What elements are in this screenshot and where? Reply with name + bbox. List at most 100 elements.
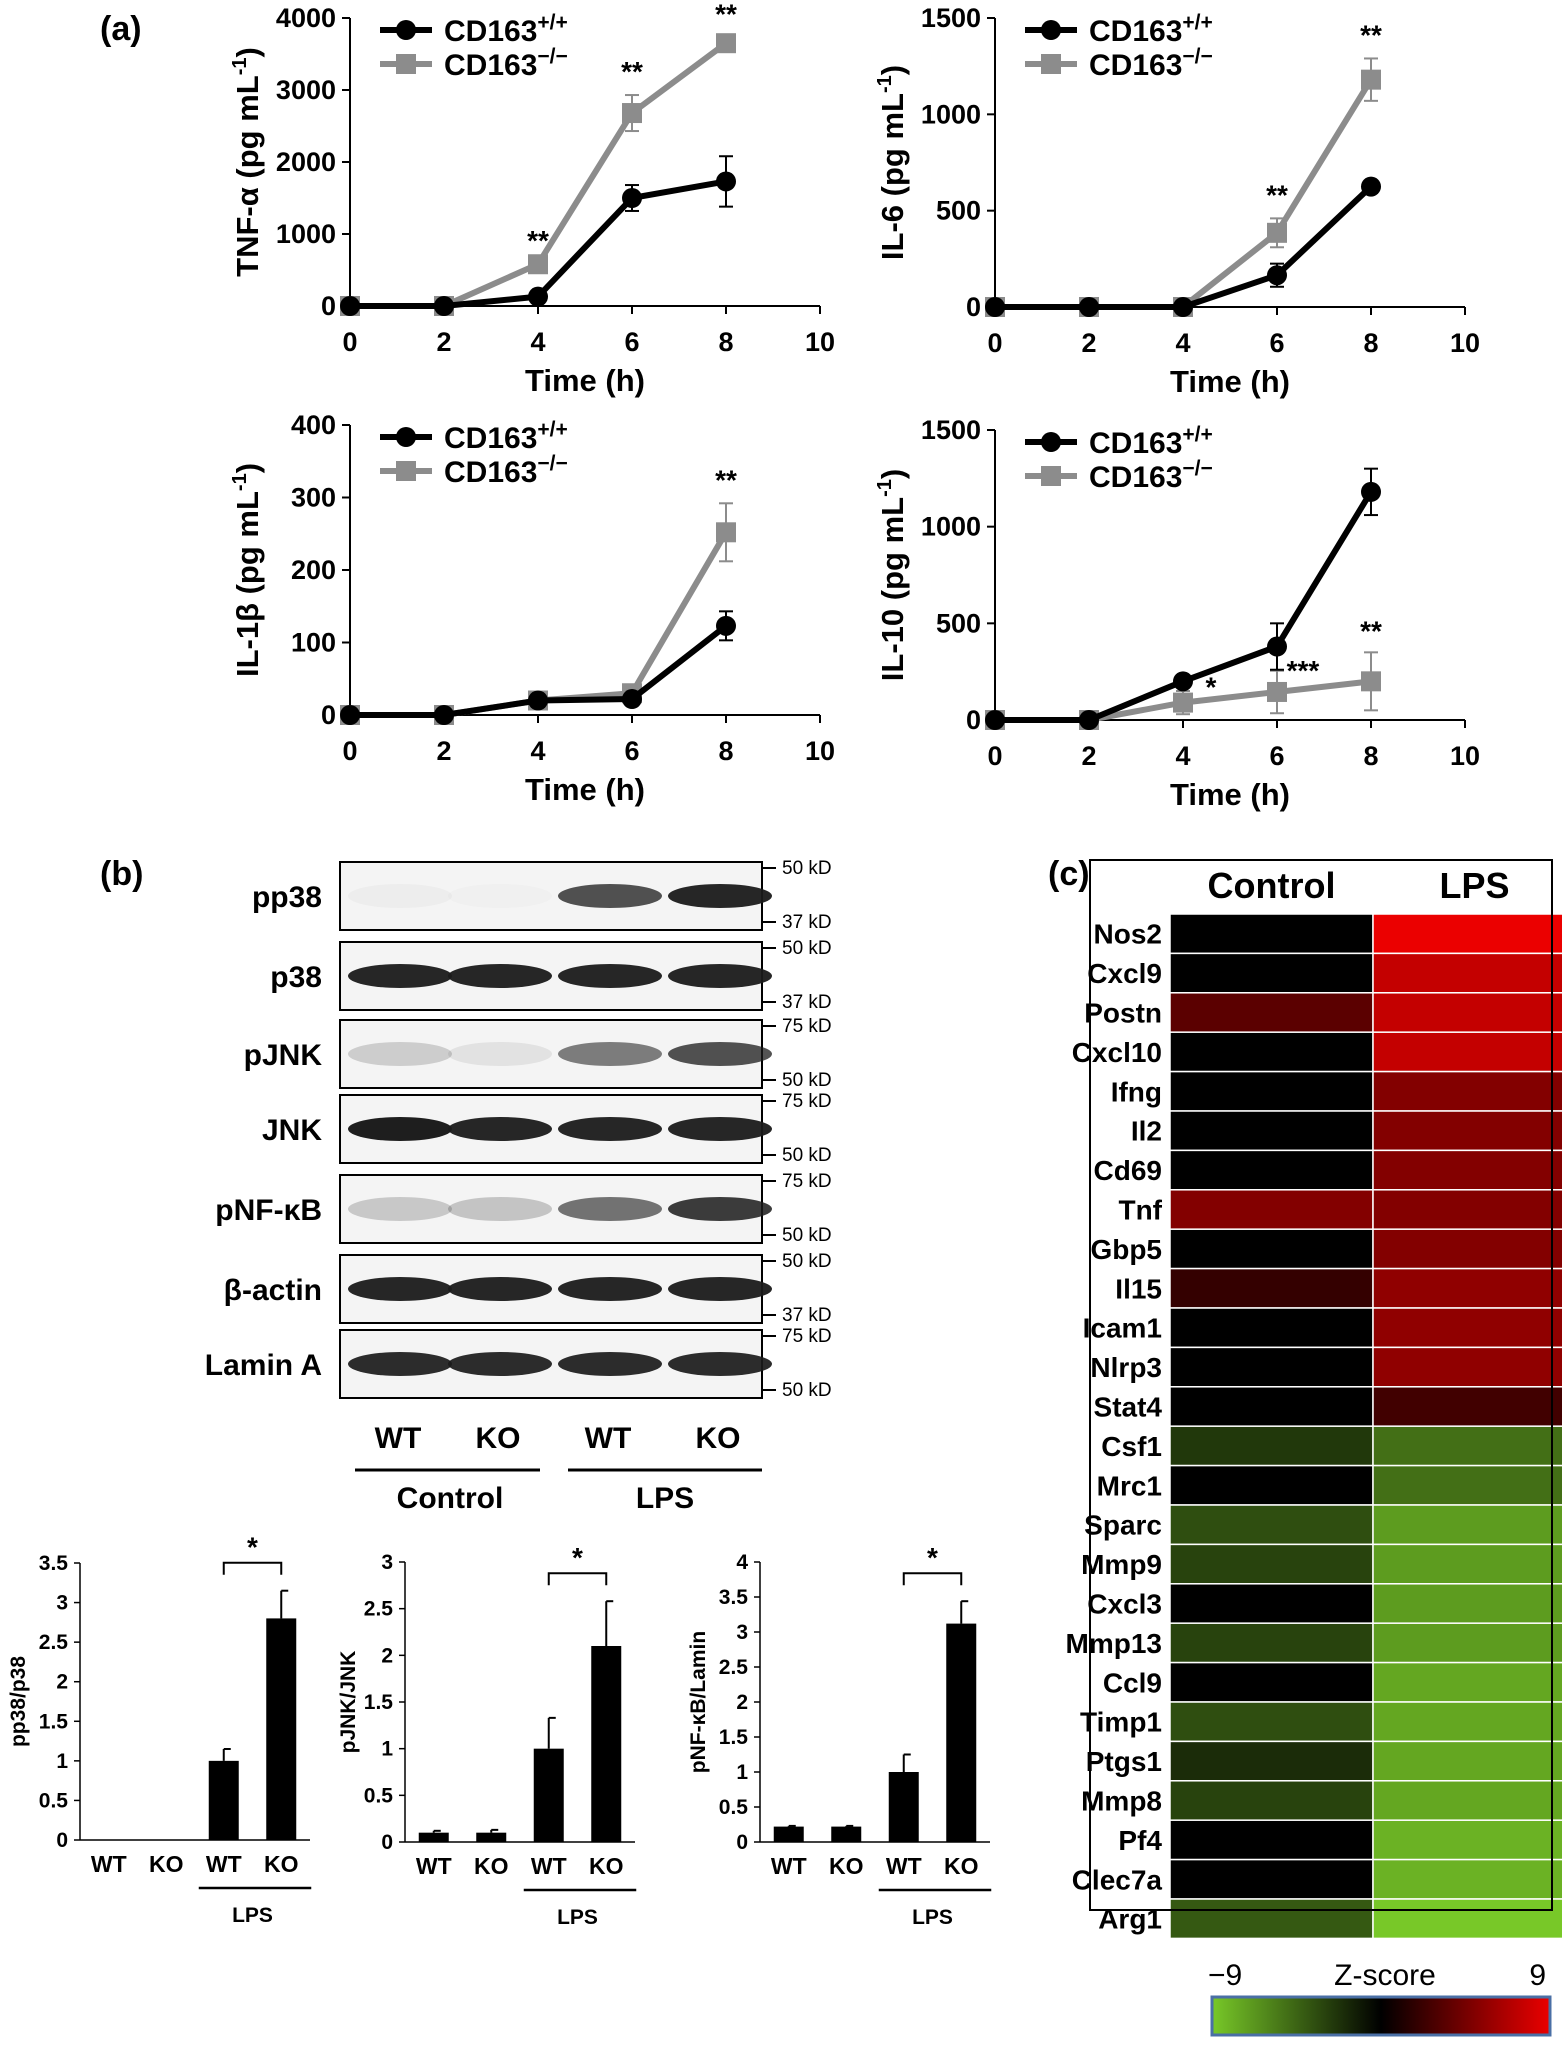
data-point-wt — [434, 296, 454, 316]
y-tick-label: 1.5 — [39, 1710, 69, 1733]
y-tick-label: 1.5 — [364, 1691, 394, 1714]
x-tick-label: 6 — [624, 736, 639, 766]
heatmap-cell — [1169, 1110, 1374, 1152]
y-tick-label: 2000 — [276, 147, 336, 177]
data-point-ko — [1267, 222, 1287, 243]
heatmap-cell — [1372, 1031, 1562, 1073]
significance-marker: * — [247, 1532, 258, 1563]
heatmap-cell — [1169, 1070, 1374, 1112]
heatmap-row-label: Timp1 — [1080, 1707, 1162, 1738]
heatmap-row-label: Cxcl10 — [1072, 1037, 1162, 1068]
lane-label: WT — [375, 1422, 422, 1455]
lane-label: KO — [476, 1422, 521, 1455]
legend-marker-wt — [1041, 20, 1061, 40]
y-tick-label: 4 — [736, 1551, 748, 1574]
y-tick-label: 500 — [936, 608, 981, 638]
y-tick-label: 0 — [381, 1831, 393, 1854]
group-label: LPS — [232, 1904, 273, 1927]
heatmap-cell — [1169, 1819, 1374, 1861]
band — [448, 964, 552, 988]
y-tick-label: 0.5 — [364, 1784, 394, 1807]
x-tick-label: 2 — [1081, 328, 1096, 358]
band — [668, 1117, 772, 1141]
y-tick-label: 0 — [321, 700, 336, 730]
heatmap-cell — [1372, 1070, 1562, 1112]
data-point-wt — [528, 286, 548, 307]
data-point-ko — [1267, 681, 1287, 702]
band — [668, 1197, 772, 1221]
group-label: LPS — [912, 1906, 953, 1929]
significance-marker: ** — [1360, 19, 1382, 50]
legend-label-ko: CD163−/− — [1089, 457, 1213, 494]
data-point-wt — [1173, 297, 1193, 317]
y-tick-label: 1000 — [921, 512, 981, 542]
y-tick-label: 200 — [291, 555, 336, 585]
data-point-ko — [1361, 69, 1381, 90]
band — [558, 1117, 662, 1141]
x-tick-label: 10 — [1450, 328, 1480, 358]
y-axis-label: pp38/p38 — [7, 1656, 30, 1747]
y-tick-label: 100 — [291, 628, 336, 658]
blot-row-label: Lamin A — [205, 1349, 322, 1382]
data-point-wt — [622, 689, 642, 710]
data-point-ko — [1173, 692, 1193, 713]
kd-label-bottom: 50 kD — [782, 1145, 832, 1166]
heatmap-row-label: Clec7a — [1072, 1864, 1163, 1895]
blot-row-label: pNF-κB — [215, 1194, 322, 1227]
heatmap-cell — [1372, 1346, 1562, 1388]
heatmap-cell — [1372, 1858, 1562, 1900]
band — [558, 1197, 662, 1221]
category-label: WT — [531, 1853, 567, 1879]
legend-label-wt: CD163+/+ — [1089, 11, 1213, 48]
y-tick-label: 0 — [966, 292, 981, 322]
data-point-wt — [340, 296, 360, 316]
kd-label-bottom: 50 kD — [782, 1380, 832, 1401]
y-axis-label: pNF-κB/Lamin — [687, 1631, 710, 1773]
heatmap-row-label: Cxcl9 — [1087, 958, 1162, 989]
band — [348, 1352, 452, 1376]
y-tick-label: 2 — [736, 1691, 748, 1714]
heatmap-cell — [1169, 1386, 1374, 1427]
heatmap-cell — [1169, 1464, 1374, 1506]
heatmap-row-label: Icam1 — [1083, 1313, 1162, 1344]
kd-label-top: 50 kD — [782, 1251, 832, 1272]
legend-marker-ko — [396, 461, 416, 481]
heatmap-cell — [1372, 913, 1562, 955]
heatmap-cell — [1169, 1346, 1374, 1388]
y-tick-label: 0 — [321, 291, 336, 321]
bar — [831, 1826, 862, 1842]
heatmap-cell — [1169, 1701, 1374, 1743]
y-tick-label: 3000 — [276, 75, 336, 105]
blot-row-label: p38 — [270, 961, 322, 994]
category-label: KO — [944, 1853, 979, 1879]
bar — [773, 1826, 804, 1842]
heatmap-cell — [1169, 1622, 1374, 1664]
heatmap-cell — [1372, 1819, 1562, 1861]
x-tick-label: 2 — [1081, 741, 1096, 771]
legend-label-ko: CD163−/− — [444, 45, 568, 82]
y-tick-label: 500 — [936, 196, 981, 226]
significance-marker: ** — [527, 225, 549, 256]
heatmap-row-label: Cxcl3 — [1087, 1589, 1162, 1620]
heatmap-row-label: Gbp5 — [1090, 1234, 1162, 1265]
group-label-control: Control — [397, 1482, 504, 1515]
y-tick-label: 3.5 — [719, 1586, 749, 1609]
y-tick-label: 0 — [56, 1829, 68, 1852]
heatmap-row-label: Pf4 — [1118, 1825, 1162, 1856]
band — [558, 884, 662, 908]
heatmap-row-label: Stat4 — [1094, 1392, 1163, 1423]
data-point-wt — [716, 615, 736, 636]
heatmap-cell — [1372, 952, 1562, 994]
kd-label-bottom: 50 kD — [782, 1225, 832, 1246]
heatmap-cell — [1372, 1701, 1562, 1743]
band — [668, 1277, 772, 1301]
heatmap-cell — [1169, 1740, 1374, 1782]
band — [558, 1352, 662, 1376]
band — [448, 1197, 552, 1221]
x-axis-label: Time (h) — [525, 363, 645, 398]
heatmap-cell — [1169, 913, 1374, 955]
bar — [476, 1832, 507, 1842]
significance-marker: ** — [1360, 615, 1382, 646]
significance-marker: * — [572, 1542, 583, 1573]
